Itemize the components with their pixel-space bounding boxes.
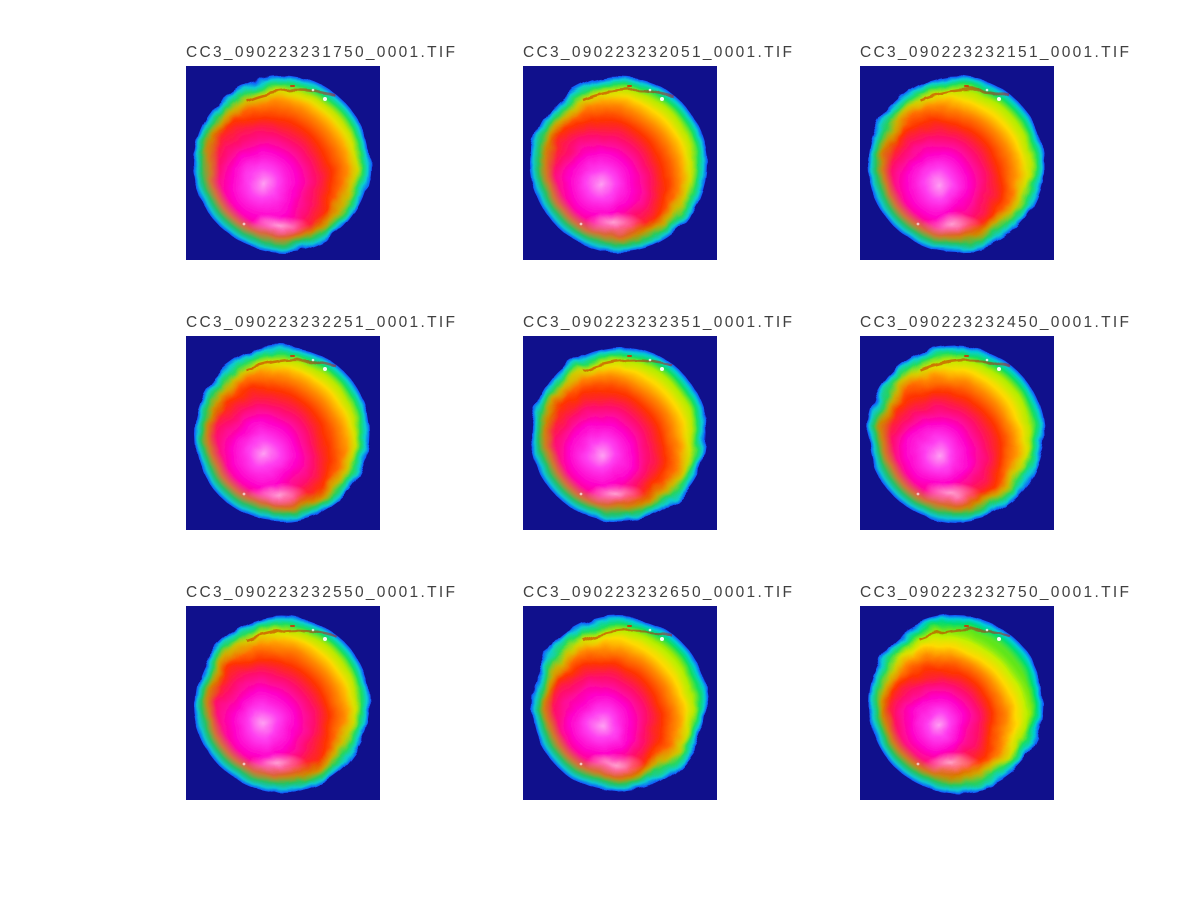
sample-disc (868, 616, 1044, 792)
red-speck (964, 625, 969, 627)
sample-disc (194, 76, 370, 252)
panel-title: CC3_090223232051_0001.TIF (523, 44, 795, 61)
sample-disc (531, 616, 707, 792)
heatmap-image (860, 606, 1054, 800)
heatmap-image (860, 336, 1054, 530)
bright-speck (311, 88, 315, 92)
bright-speck (242, 222, 246, 226)
bright-speck (242, 492, 246, 496)
sample-disc (194, 616, 370, 792)
bright-speck (579, 492, 583, 496)
bright-speck (916, 492, 920, 496)
bright-speck (311, 358, 315, 362)
red-speck (964, 355, 969, 357)
panel: CC3_090223232251_0001.TIF (186, 314, 458, 530)
bright-speck (660, 97, 664, 101)
bright-speck (648, 88, 652, 92)
figure-canvas: CC3_090223231750_0001.TIF CC3_0902232320… (186, 44, 1132, 800)
bright-speck (648, 358, 652, 362)
red-speck (627, 625, 632, 627)
red-speck (290, 355, 295, 357)
heatmap-image (523, 66, 717, 260)
panel-title: CC3_090223232351_0001.TIF (523, 314, 795, 331)
bright-speck (579, 762, 583, 766)
bright-speck (985, 628, 989, 632)
panel: CC3_090223232750_0001.TIF (860, 584, 1132, 800)
bright-speck (997, 637, 1001, 641)
heatmap-image (523, 606, 717, 800)
heatmap-image (186, 66, 380, 260)
bright-speck (916, 222, 920, 226)
sample-disc (868, 346, 1044, 522)
red-speck (627, 85, 632, 87)
panel-title: CC3_090223232251_0001.TIF (186, 314, 458, 331)
panel-title: CC3_090223232750_0001.TIF (860, 584, 1132, 601)
bright-speck (985, 358, 989, 362)
panel: CC3_090223232151_0001.TIF (860, 44, 1132, 260)
heatmap-image (186, 606, 380, 800)
red-speck (627, 355, 632, 357)
heatmap-image (860, 66, 1054, 260)
red-speck (964, 85, 969, 87)
red-speck (290, 625, 295, 627)
heatmap-image (186, 336, 380, 530)
panel: CC3_090223232550_0001.TIF (186, 584, 458, 800)
panel-title: CC3_090223232450_0001.TIF (860, 314, 1132, 331)
bright-speck (579, 222, 583, 226)
panel-title: CC3_090223232151_0001.TIF (860, 44, 1132, 61)
bright-speck (997, 367, 1001, 371)
panel: CC3_090223232351_0001.TIF (523, 314, 795, 530)
red-speck (290, 85, 295, 87)
heatmap-image (523, 336, 717, 530)
bright-speck (648, 628, 652, 632)
bright-speck (997, 97, 1001, 101)
panel: CC3_090223232650_0001.TIF (523, 584, 795, 800)
panel-title: CC3_090223232550_0001.TIF (186, 584, 458, 601)
bright-speck (323, 97, 327, 101)
bright-speck (660, 367, 664, 371)
panel: CC3_090223232051_0001.TIF (523, 44, 795, 260)
sample-disc (868, 76, 1044, 252)
bright-speck (323, 637, 327, 641)
panel: CC3_090223231750_0001.TIF (186, 44, 458, 260)
bright-speck (242, 762, 246, 766)
sample-disc (194, 346, 370, 522)
panel-title: CC3_090223232650_0001.TIF (523, 584, 795, 601)
sample-disc (531, 346, 707, 522)
bright-speck (916, 762, 920, 766)
panel: CC3_090223232450_0001.TIF (860, 314, 1132, 530)
bright-speck (660, 637, 664, 641)
bright-speck (311, 628, 315, 632)
sample-disc (531, 76, 707, 252)
bright-speck (985, 88, 989, 92)
bright-speck (323, 367, 327, 371)
panel-title: CC3_090223231750_0001.TIF (186, 44, 458, 61)
